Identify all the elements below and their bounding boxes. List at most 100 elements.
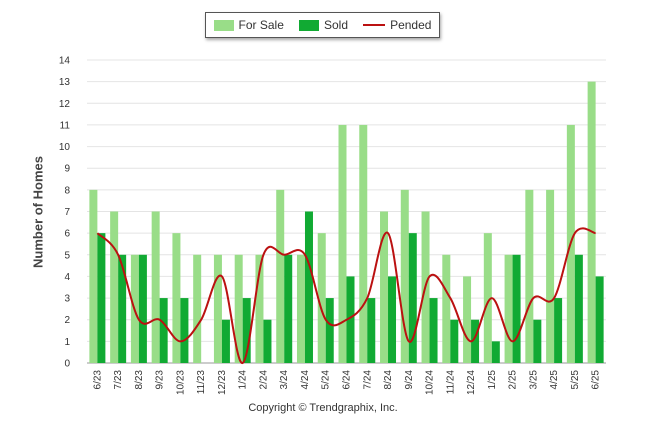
sold-bar bbox=[491, 341, 500, 363]
y-tick-label: 4 bbox=[64, 272, 70, 283]
y-tick-label: 12 bbox=[59, 99, 71, 110]
x-tick-label: 2/24 bbox=[258, 370, 269, 390]
x-tick-label: 5/25 bbox=[570, 370, 581, 390]
x-tick-label: 12/23 bbox=[217, 370, 228, 395]
x-tick-label: 2/25 bbox=[508, 370, 519, 390]
sold-bar bbox=[180, 298, 189, 363]
legend-label-for-sale: For Sale bbox=[238, 18, 284, 32]
sold-bar bbox=[554, 298, 563, 363]
y-tick-label: 11 bbox=[60, 120, 71, 131]
y-tick-label: 5 bbox=[64, 250, 70, 261]
for-sale-bar bbox=[380, 211, 389, 363]
legend-item-sold: Sold bbox=[298, 18, 348, 32]
sold-bar bbox=[408, 233, 417, 363]
for-sale-bar bbox=[110, 211, 119, 363]
for-sale-bar bbox=[255, 254, 264, 363]
x-tick-label: 6/24 bbox=[342, 370, 353, 390]
for-sale-bar bbox=[193, 254, 202, 363]
legend: For Sale Sold Pended bbox=[205, 12, 440, 38]
legend-label-sold: Sold bbox=[323, 18, 348, 32]
sold-bar bbox=[512, 254, 521, 363]
x-tick-label: 8/24 bbox=[383, 370, 394, 390]
sold-bar bbox=[304, 211, 313, 363]
sold-bar bbox=[263, 319, 272, 363]
legend-label-pended: Pended bbox=[390, 18, 432, 32]
sold-bar bbox=[595, 276, 604, 363]
sold-swatch bbox=[298, 19, 319, 31]
x-tick-label: 11/24 bbox=[445, 370, 456, 395]
x-tick-label: 5/24 bbox=[321, 370, 332, 390]
x-tick-label: 3/25 bbox=[528, 370, 539, 390]
copyright: Copyright © Trendgraphix, Inc. bbox=[248, 402, 398, 414]
for-sale-bar bbox=[213, 254, 222, 363]
for-sale-swatch bbox=[213, 19, 234, 31]
y-tick-label: 3 bbox=[64, 294, 70, 305]
x-tick-label: 3/24 bbox=[279, 370, 290, 390]
for-sale-bar bbox=[442, 254, 451, 363]
for-sale-bar bbox=[525, 189, 534, 363]
y-tick-label: 0 bbox=[64, 359, 70, 370]
y-tick-label: 10 bbox=[59, 142, 71, 153]
for-sale-bar bbox=[296, 254, 305, 363]
y-tick-label: 6 bbox=[64, 229, 70, 240]
x-tick-label: 7/23 bbox=[113, 370, 124, 390]
x-tick-label: 12/24 bbox=[466, 370, 477, 395]
x-tick-label: 6/23 bbox=[92, 370, 103, 390]
x-tick-label: 9/24 bbox=[404, 370, 415, 390]
sold-bar bbox=[284, 254, 293, 363]
y-axis-label: Number of Homes bbox=[30, 156, 46, 268]
y-tick-label: 13 bbox=[59, 77, 71, 88]
sold-bar bbox=[471, 319, 480, 363]
sold-bar bbox=[574, 254, 583, 363]
for-sale-bar bbox=[338, 124, 347, 363]
sold-bar bbox=[346, 276, 355, 363]
pended-swatch bbox=[363, 24, 386, 26]
sold-bar bbox=[450, 319, 459, 363]
y-tick-label: 9 bbox=[64, 164, 70, 175]
for-sale-bar bbox=[504, 254, 513, 363]
sold-bar bbox=[367, 298, 376, 363]
for-sale-bar bbox=[483, 233, 492, 363]
x-tick-label: 4/25 bbox=[549, 370, 560, 390]
y-tick-label: 8 bbox=[64, 185, 70, 196]
x-tick-label: 4/24 bbox=[300, 370, 311, 390]
x-tick-label: 1/25 bbox=[487, 370, 498, 390]
for-sale-bar bbox=[89, 189, 98, 363]
y-tick-label: 1 bbox=[64, 337, 70, 348]
for-sale-bar bbox=[317, 233, 326, 363]
x-tick-label: 11/23 bbox=[196, 370, 207, 395]
x-tick-label: 10/24 bbox=[425, 370, 436, 395]
pended-line bbox=[96, 227, 596, 365]
x-tick-label: 6/25 bbox=[591, 370, 602, 390]
sold-bar bbox=[429, 298, 438, 363]
sold-bar bbox=[242, 298, 251, 363]
y-tick-label: 14 bbox=[59, 56, 71, 67]
for-sale-bar bbox=[546, 189, 555, 363]
sold-bar bbox=[138, 254, 147, 363]
sold-bar bbox=[221, 319, 230, 363]
sold-bar bbox=[97, 233, 106, 363]
for-sale-bar bbox=[234, 254, 243, 363]
sold-bar bbox=[118, 254, 127, 363]
sold-bar bbox=[159, 298, 168, 363]
legend-item-pended: Pended bbox=[363, 18, 431, 32]
for-sale-bar bbox=[463, 276, 472, 363]
for-sale-bar bbox=[587, 81, 596, 364]
sold-bar bbox=[533, 319, 542, 363]
legend-item-for-sale: For Sale bbox=[213, 18, 284, 32]
y-tick-label: 7 bbox=[64, 207, 70, 218]
for-sale-bar bbox=[151, 211, 160, 363]
x-tick-label: 8/23 bbox=[134, 370, 145, 390]
sold-bar bbox=[388, 276, 397, 363]
for-sale-bar bbox=[172, 233, 181, 363]
y-tick-label: 2 bbox=[64, 315, 70, 326]
for-sale-bar bbox=[359, 124, 368, 363]
x-tick-label: 7/24 bbox=[362, 370, 373, 390]
for-sale-bar bbox=[276, 189, 285, 363]
for-sale-bar bbox=[400, 189, 409, 363]
x-tick-label: 9/23 bbox=[155, 370, 166, 390]
sold-bar bbox=[325, 298, 334, 363]
x-tick-label: 10/23 bbox=[175, 370, 186, 395]
x-tick-label: 1/24 bbox=[238, 370, 249, 390]
